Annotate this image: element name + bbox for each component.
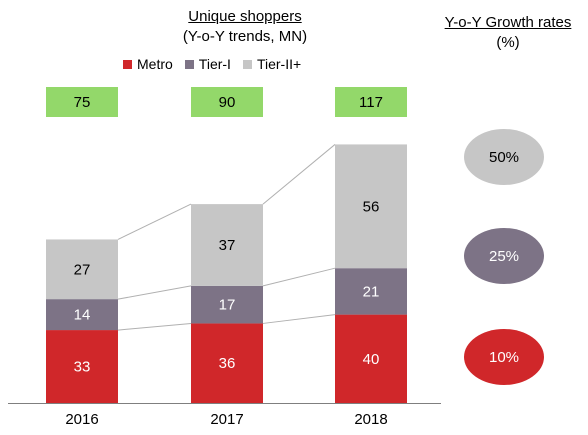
data-label-tier-i-2017: 17	[219, 297, 236, 314]
connector-tier-ii-2017-2018	[262, 144, 336, 205]
connector-tier-ii-2016-2017	[117, 203, 192, 240]
growth-ellipse-tier-i	[464, 228, 544, 284]
connector-tier-i-2017-2018	[262, 267, 336, 287]
data-label-tier-ii-2016: 27	[74, 261, 91, 278]
legend-item-metro: Metro	[123, 56, 173, 72]
bar-tier-i-2016	[46, 299, 118, 331]
connector-tier-i-2016-2017	[117, 285, 192, 300]
x-tick-label-2017: 2017	[210, 411, 243, 428]
x-tick-label-2018: 2018	[354, 411, 387, 428]
bar-tier-i-2017	[191, 285, 263, 324]
legend-label-tier-ii: Tier-II+	[256, 56, 302, 72]
growth-ellipse-metro	[464, 329, 544, 385]
total-label-2016: 75	[74, 94, 91, 111]
total-box-2018	[335, 87, 407, 117]
data-label-metro-2018: 40	[363, 351, 380, 368]
total-label-2018: 117	[359, 94, 383, 111]
data-label-tier-ii-2017: 37	[219, 237, 236, 254]
data-label-tier-ii-2018: 56	[363, 198, 380, 215]
bar-metro-2016	[46, 330, 118, 403]
x-tick-label-2016: 2016	[65, 411, 98, 428]
connector-metro-2017-2018	[262, 314, 336, 324]
total-label-2017: 90	[219, 94, 236, 111]
growth-label-metro: 10%	[489, 349, 519, 366]
data-label-metro-2016: 33	[74, 359, 91, 376]
bar-tier-i-2018	[335, 268, 407, 315]
growth-label-tier-i: 25%	[489, 248, 519, 265]
chart-subtitle: (Y-o-Y trends, MN)	[182, 28, 308, 45]
connector-metro-2016-2017	[117, 322, 192, 331]
bar-tier-ii-2017	[191, 204, 263, 286]
legend-swatch-tier-ii	[242, 59, 252, 69]
legend-label-tier-i: Tier-I	[198, 56, 231, 72]
legend-item-tier-i: Tier-I	[184, 56, 231, 72]
total-box-2017	[191, 87, 263, 117]
data-label-tier-i-2016: 14	[74, 307, 91, 324]
chart-title: Unique shoppers	[188, 8, 302, 25]
bar-tier-ii-2016	[46, 239, 118, 300]
data-label-metro-2017: 36	[219, 355, 236, 372]
legend: Metro Tier-I Tier-II+	[123, 56, 313, 72]
growth-unit: (%)	[496, 34, 520, 51]
growth-title: Y-o-Y Growth rates	[444, 14, 572, 31]
bar-tier-ii-2018	[335, 144, 407, 269]
legend-label-metro: Metro	[137, 56, 173, 72]
bar-metro-2018	[335, 314, 407, 403]
bar-metro-2017	[191, 323, 263, 403]
growth-ellipse-tier-ii	[464, 129, 544, 185]
legend-swatch-metro	[123, 59, 132, 69]
total-box-2016	[46, 87, 118, 117]
legend-swatch-tier-i	[184, 59, 194, 69]
legend-item-tier-ii: Tier-II+	[242, 56, 302, 72]
data-label-tier-i-2018: 21	[363, 283, 380, 300]
growth-label-tier-ii: 50%	[489, 149, 519, 166]
